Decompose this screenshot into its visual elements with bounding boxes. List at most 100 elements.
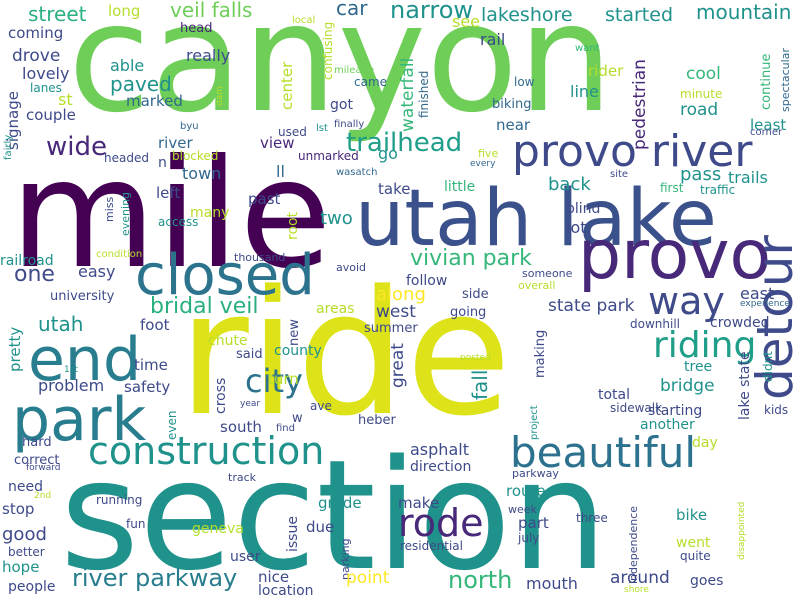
word: condition: [96, 249, 143, 260]
word: left: [156, 184, 181, 202]
word: closed: [135, 243, 315, 308]
word: foot: [140, 316, 170, 334]
word: areas: [316, 301, 355, 317]
word: evening: [119, 191, 132, 236]
word: three: [576, 511, 608, 525]
word: w: [292, 411, 303, 426]
word: east: [740, 284, 775, 303]
word: hard: [22, 435, 52, 450]
word: year: [240, 399, 261, 409]
word: rode: [398, 501, 484, 545]
word: byu: [180, 121, 199, 132]
word: turn: [268, 370, 299, 388]
word: long: [108, 2, 141, 20]
word: construction: [88, 429, 325, 473]
word: every: [470, 159, 496, 169]
word: goes: [690, 573, 724, 589]
word: route: [506, 482, 546, 500]
word: riding: [653, 325, 757, 366]
word: bridge: [660, 376, 715, 396]
word: least: [750, 116, 787, 134]
word: part: [518, 514, 549, 532]
word: past: [248, 190, 281, 208]
word: starting: [648, 403, 703, 419]
word: quite: [680, 549, 711, 563]
word: geneva: [192, 521, 244, 537]
word: due: [306, 518, 335, 536]
word: side: [462, 287, 489, 302]
word: provo river: [512, 126, 753, 177]
word: find: [276, 423, 295, 434]
word: experience: [740, 299, 790, 309]
word: mile: [10, 128, 332, 302]
word: lanes: [30, 81, 62, 95]
word: pedestrian: [630, 59, 650, 150]
word: tree: [684, 359, 713, 375]
word: direction: [410, 459, 472, 475]
word: river parkway: [72, 564, 238, 592]
word: section: [60, 427, 608, 600]
word: disappointed: [737, 501, 747, 560]
word: five: [478, 147, 499, 160]
word: many: [190, 205, 230, 221]
word: center: [278, 61, 296, 110]
word: thousand: [234, 251, 286, 264]
word: pass: [680, 164, 722, 185]
word: track: [228, 471, 256, 484]
word: confusing: [321, 21, 335, 80]
word: south: [220, 418, 262, 436]
word: bridal veil: [150, 294, 259, 319]
word: root: [285, 211, 301, 240]
word: cross: [213, 377, 229, 414]
word: beautiful: [510, 428, 697, 477]
word: safety: [124, 378, 171, 396]
word: mouth: [526, 574, 578, 593]
word: waterfall: [398, 57, 418, 132]
word: railroad: [0, 253, 54, 269]
word: people: [8, 579, 56, 595]
word: 2nd: [34, 491, 52, 501]
word: finished: [417, 70, 431, 118]
word: issue: [285, 516, 301, 552]
word: north: [448, 566, 513, 594]
word: location: [258, 583, 314, 599]
word: line: [570, 82, 599, 101]
word: head: [180, 21, 213, 36]
word: provo: [578, 216, 772, 295]
word: road: [680, 100, 719, 120]
word: point: [346, 568, 390, 588]
word: downhill: [630, 317, 680, 331]
word: way: [648, 279, 725, 323]
word: along: [376, 284, 426, 305]
word: going: [450, 305, 487, 320]
word: correct: [14, 453, 60, 468]
word: shore: [624, 585, 649, 595]
word: making: [533, 329, 548, 378]
word: crowded: [710, 315, 770, 331]
word: went: [676, 535, 711, 551]
word: narrow: [390, 0, 474, 24]
word: great: [388, 343, 408, 388]
word: headed: [104, 151, 149, 165]
word: easy: [78, 262, 116, 281]
word: ll: [276, 162, 285, 181]
word: utah lake: [355, 174, 717, 264]
word: traffic: [700, 183, 736, 197]
word: asphalt: [410, 440, 469, 459]
word: rider: [588, 62, 624, 80]
word: street: [28, 2, 87, 26]
word: drove: [12, 46, 61, 66]
word: grade: [318, 494, 362, 512]
word: paved: [110, 72, 172, 96]
word: able: [110, 56, 145, 75]
word: another: [640, 417, 695, 433]
word: unmarked: [298, 149, 359, 163]
word: continue: [759, 53, 774, 110]
word: see: [452, 12, 481, 31]
word: mountain: [696, 0, 792, 24]
word: nice: [258, 568, 290, 586]
word: local: [292, 15, 316, 26]
word: near: [496, 116, 531, 134]
word: site: [610, 169, 629, 180]
